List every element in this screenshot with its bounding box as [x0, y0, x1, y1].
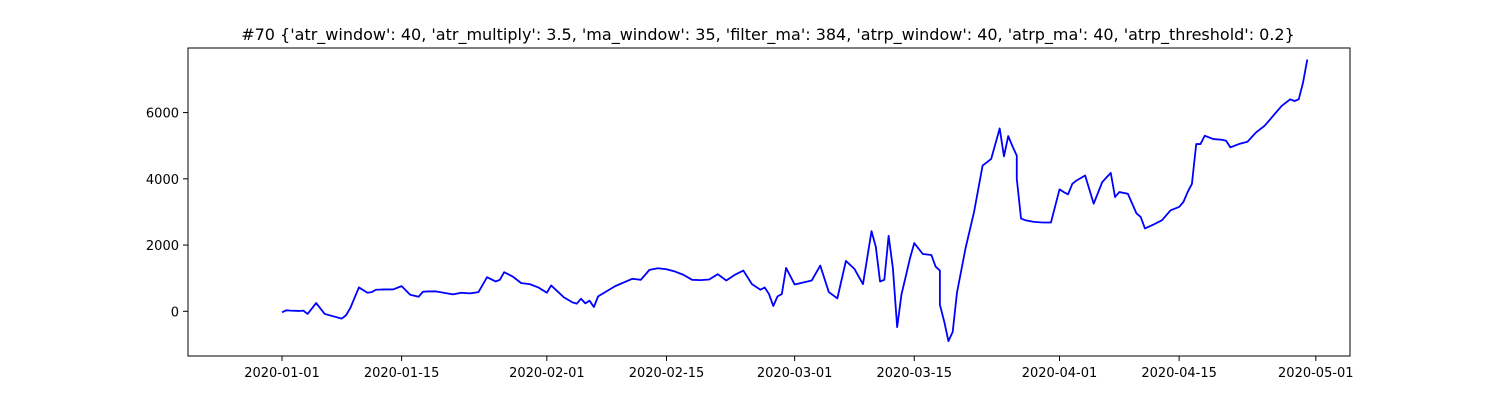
y-axis: 0 2000 4000 6000 [146, 107, 188, 320]
x-tick-label: 2020-03-01 [757, 366, 833, 381]
x-axis: 2020-01-01 2020-01-15 2020-02-01 2020-02-15… [244, 356, 1354, 381]
series-line [281, 59, 1309, 343]
x-tick-label: 2020-04-15 [1141, 366, 1217, 381]
x-tick-label: 2020-03-15 [876, 366, 952, 381]
x-tick-label: 2020-01-01 [244, 366, 320, 381]
x-tick-label: 2020-04-01 [1022, 366, 1098, 381]
plot-area [281, 59, 1309, 343]
chart-title: #70 {'atr_window': 40, 'atr_multiply': 3… [241, 25, 1295, 45]
y-tick-label: 0 [171, 305, 179, 320]
y-tick-label: 2000 [146, 239, 179, 254]
y-tick-label: 6000 [146, 107, 179, 122]
y-tick-label: 4000 [146, 173, 179, 188]
x-tick-label: 2020-02-15 [629, 366, 705, 381]
x-tick-label: 2020-01-15 [364, 366, 440, 381]
plot-frame [187, 47, 1351, 357]
x-tick-label: 2020-05-01 [1278, 366, 1354, 381]
x-tick-label: 2020-02-01 [509, 366, 585, 381]
